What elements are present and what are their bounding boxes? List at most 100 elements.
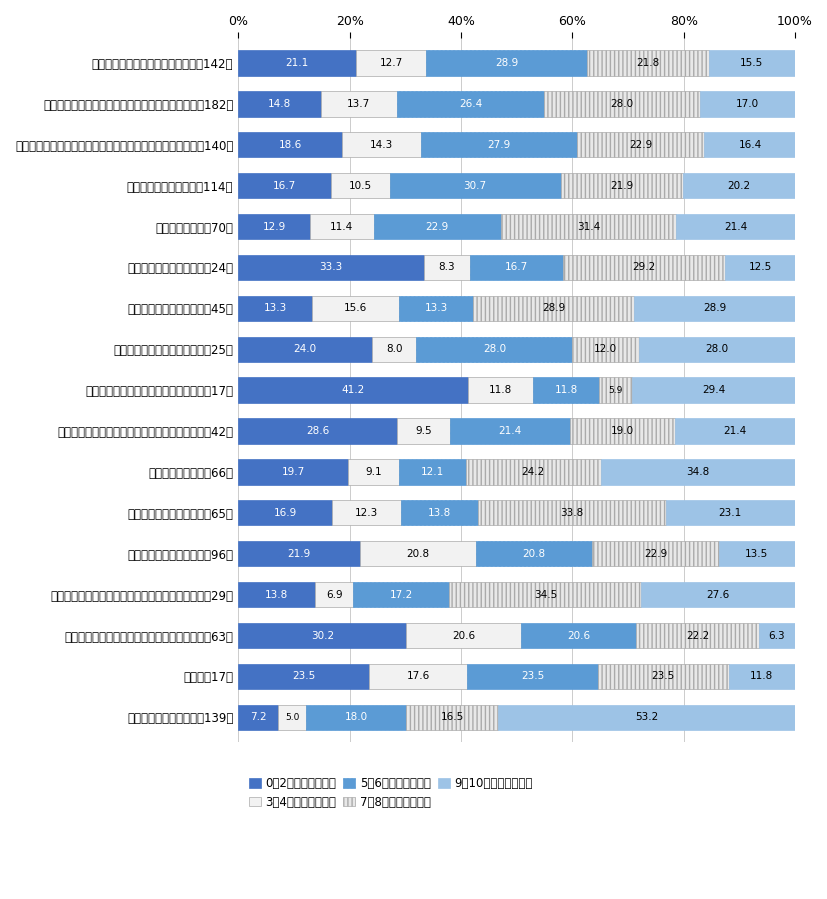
Text: 21.9: 21.9 [287, 548, 310, 558]
Bar [631, 378, 795, 403]
Text: 24.0: 24.0 [293, 344, 316, 354]
Text: 41.2: 41.2 [341, 385, 364, 396]
Bar [331, 173, 390, 199]
Text: 14.8: 14.8 [267, 99, 291, 109]
Bar [400, 500, 477, 526]
Text: 15.6: 15.6 [344, 303, 367, 314]
Bar [353, 582, 449, 608]
Text: 7.2: 7.2 [250, 712, 266, 722]
Bar [704, 132, 795, 157]
Bar [724, 254, 794, 280]
Text: 21.9: 21.9 [609, 181, 633, 191]
Text: 13.7: 13.7 [347, 99, 370, 109]
Bar [238, 296, 312, 321]
Text: 34.8: 34.8 [685, 467, 709, 477]
Bar [396, 91, 543, 117]
Bar [576, 132, 704, 157]
Bar [498, 705, 794, 730]
Text: 12.5: 12.5 [748, 263, 771, 272]
Bar [238, 254, 423, 280]
Text: 18.0: 18.0 [344, 712, 367, 722]
Bar [238, 705, 278, 730]
Text: 33.8: 33.8 [560, 508, 583, 518]
Text: 21.1: 21.1 [285, 58, 308, 68]
Bar [675, 214, 794, 239]
Text: 28.6: 28.6 [306, 426, 329, 436]
Bar [238, 336, 371, 362]
Text: 20.2: 20.2 [726, 181, 749, 191]
Text: 16.4: 16.4 [738, 139, 761, 150]
Bar [719, 541, 794, 566]
Text: 11.4: 11.4 [330, 221, 353, 232]
Text: 28.9: 28.9 [542, 303, 565, 314]
Bar [238, 582, 315, 608]
Bar [466, 663, 597, 689]
Text: 28.0: 28.0 [705, 344, 728, 354]
Legend: 0〜2割程度回復した, 3〜4割程度回復した, 5〜6割程度回復した, 7〜8割程度回復した, 9〜10割程度回復した: 0〜2割程度回復した, 3〜4割程度回復した, 5〜6割程度回復した, 7〜8割… [244, 772, 537, 814]
Bar [543, 91, 699, 117]
Text: 22.9: 22.9 [629, 139, 652, 150]
Text: 20.8: 20.8 [522, 548, 545, 558]
Bar [562, 254, 724, 280]
Bar [597, 663, 728, 689]
Text: 13.8: 13.8 [427, 508, 451, 518]
Bar [312, 296, 399, 321]
Bar [641, 582, 794, 608]
Bar [569, 418, 675, 444]
Bar [356, 50, 426, 76]
Bar [315, 582, 353, 608]
Text: 22.9: 22.9 [425, 221, 448, 232]
Text: 34.5: 34.5 [533, 590, 557, 600]
Text: 18.6: 18.6 [278, 139, 301, 150]
Bar [309, 214, 373, 239]
Bar [533, 378, 599, 403]
Text: 6.3: 6.3 [767, 630, 784, 640]
Text: 26.4: 26.4 [458, 99, 481, 109]
Text: 5.9: 5.9 [608, 386, 622, 395]
Bar [238, 50, 356, 76]
Bar [635, 623, 758, 648]
Bar [473, 296, 633, 321]
Text: 29.2: 29.2 [632, 263, 655, 272]
Bar [591, 541, 719, 566]
Bar [238, 132, 342, 157]
Text: 23.5: 23.5 [651, 672, 674, 681]
Text: 13.3: 13.3 [263, 303, 286, 314]
Bar [371, 336, 416, 362]
Bar [449, 582, 641, 608]
Text: 21.4: 21.4 [723, 221, 746, 232]
Bar [500, 214, 675, 239]
Text: 8.3: 8.3 [438, 263, 455, 272]
Text: 23.5: 23.5 [292, 672, 315, 681]
Text: 12.0: 12.0 [594, 344, 617, 354]
Bar [373, 214, 500, 239]
Text: 17.2: 17.2 [390, 590, 413, 600]
Bar [369, 663, 466, 689]
Text: 19.7: 19.7 [281, 467, 304, 477]
Bar [423, 254, 469, 280]
Text: 16.5: 16.5 [440, 712, 463, 722]
Text: 53.2: 53.2 [634, 712, 657, 722]
Text: 30.2: 30.2 [310, 630, 333, 640]
Bar [571, 336, 638, 362]
Text: 28.9: 28.9 [702, 303, 725, 314]
Text: 21.8: 21.8 [636, 58, 659, 68]
Bar [398, 459, 466, 485]
Bar [520, 623, 635, 648]
Bar [633, 296, 794, 321]
Text: 30.7: 30.7 [463, 181, 486, 191]
Bar [728, 663, 794, 689]
Bar [681, 173, 794, 199]
Text: 17.6: 17.6 [406, 672, 429, 681]
Text: 28.9: 28.9 [495, 58, 518, 68]
Bar [238, 459, 347, 485]
Bar [477, 500, 665, 526]
Bar [665, 500, 794, 526]
Text: 11.8: 11.8 [488, 385, 512, 396]
Text: 9.1: 9.1 [365, 467, 381, 477]
Text: 28.0: 28.0 [482, 344, 505, 354]
Text: 16.9: 16.9 [274, 508, 297, 518]
Bar [342, 132, 421, 157]
Bar [466, 459, 600, 485]
Text: 15.5: 15.5 [739, 58, 762, 68]
